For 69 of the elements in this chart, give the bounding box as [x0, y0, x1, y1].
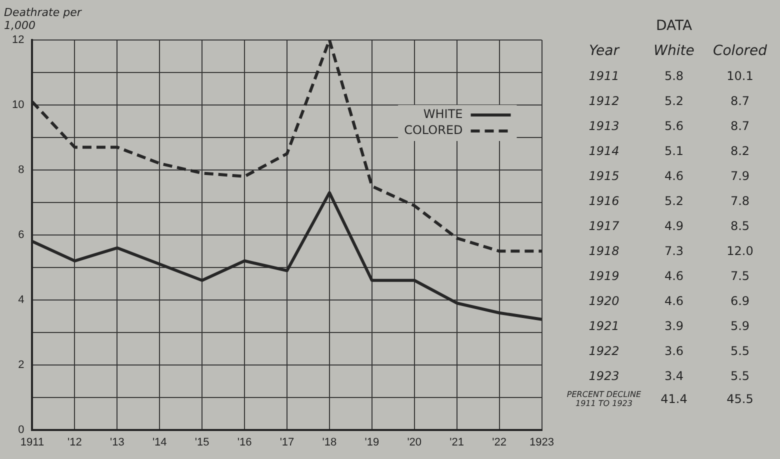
text: 7.3: [663, 244, 685, 258]
text: 1916: [588, 194, 620, 208]
text: 5.8: [663, 68, 685, 82]
text: 41.4: [660, 392, 688, 406]
text: 7.5: [729, 268, 751, 282]
text: 4.6: [663, 168, 685, 182]
x-tick-label: '16: [237, 436, 252, 448]
text: 4.6: [663, 268, 685, 282]
text: 5.6: [663, 118, 685, 132]
text: Year: [588, 42, 621, 58]
text: 5.5: [729, 344, 751, 358]
legend-label: WHITE: [423, 107, 463, 122]
text: White: [652, 42, 696, 58]
text: 5.1: [663, 144, 685, 158]
x-tick-label: '18: [322, 436, 337, 448]
x-tick-label: '14: [152, 436, 167, 448]
text: 1917: [588, 218, 620, 232]
y-tick-label: 2: [18, 358, 24, 371]
y-tick-label: 4: [18, 294, 24, 306]
text: 1911: [588, 68, 620, 82]
y-tick-label: 10: [12, 99, 24, 111]
text: 5.2: [663, 194, 685, 208]
text: 7.9: [729, 168, 751, 182]
text: 1919: [588, 268, 620, 282]
text: 45.5: [726, 392, 754, 406]
text: 1912: [588, 94, 620, 108]
text: PERCENT DECLINE 1911 TO 1923: [566, 390, 642, 408]
text: 3.9: [663, 318, 685, 332]
text: 5.9: [729, 318, 751, 332]
y-tick-label: 0: [18, 424, 24, 436]
text: 12.0: [726, 244, 754, 258]
text: 1922: [588, 344, 620, 358]
text: 1918: [588, 244, 620, 258]
text: 5.5: [729, 368, 751, 382]
text: 8.7: [729, 118, 751, 132]
text: 8.5: [729, 218, 751, 232]
y-tick-label: 8: [18, 164, 24, 176]
x-tick-label: '20: [407, 436, 422, 448]
x-tick-label: 1911: [20, 436, 44, 448]
text: 3.6: [663, 344, 685, 358]
text: 10.1: [726, 68, 754, 82]
text: 1920: [588, 294, 620, 308]
x-tick-label: '13: [110, 436, 124, 448]
y-tick-label: 6: [18, 228, 24, 241]
text: 8.7: [729, 94, 751, 108]
text: 1913: [588, 118, 620, 132]
text: 8.2: [729, 144, 751, 158]
text: DATA: [654, 18, 694, 36]
text: 4.9: [663, 218, 685, 232]
text: Colored: [712, 42, 768, 58]
x-tick-label: 1923: [530, 436, 554, 448]
x-tick-label: '17: [280, 436, 294, 448]
text: 5.2: [663, 94, 685, 108]
text: 1914: [588, 144, 620, 158]
text: 1921: [588, 318, 620, 332]
text: 1923: [588, 368, 620, 382]
text: 7.8: [729, 194, 751, 208]
text: 4.6: [663, 294, 685, 308]
legend-label: COLORED: [404, 123, 463, 138]
text: 1915: [588, 168, 620, 182]
y-tick-label: 12: [12, 34, 24, 46]
y-axis-title: Deathrate per 1,000: [4, 6, 83, 32]
x-tick-label: '19: [364, 436, 380, 448]
x-tick-label: '22: [492, 436, 506, 448]
x-tick-label: '15: [194, 436, 210, 448]
text: 6.9: [729, 294, 751, 308]
x-tick-label: '12: [68, 436, 82, 448]
text: 3.4: [663, 368, 685, 382]
x-tick-label: '21: [450, 436, 464, 448]
